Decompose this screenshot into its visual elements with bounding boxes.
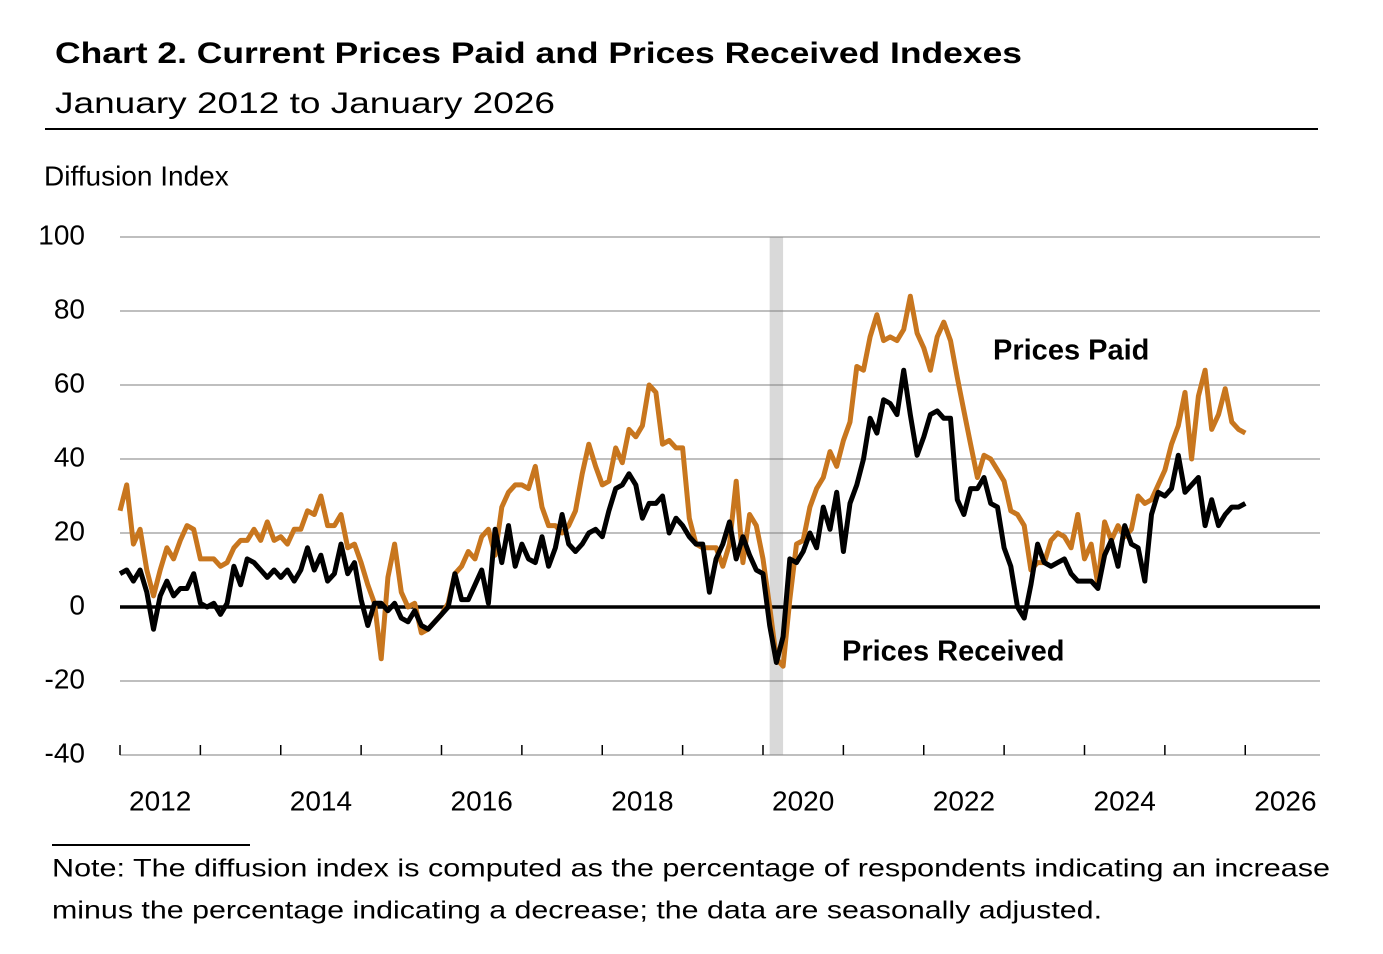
x-tick-label: 2020 xyxy=(772,785,834,816)
chart-title: Chart 2. Current Prices Paid and Prices … xyxy=(55,37,1022,70)
series-line xyxy=(118,367,1247,665)
y-tick-label: 80 xyxy=(54,293,85,324)
y-tick-label: 60 xyxy=(54,367,85,398)
y-axis-label: Diffusion Index xyxy=(44,160,229,191)
chart-subtitle: January 2012 to January 2026 xyxy=(55,87,555,120)
y-tick-label: -40 xyxy=(45,737,85,768)
x-tick-label: 2026 xyxy=(1254,785,1316,816)
series-line xyxy=(117,293,1247,669)
note: Note: The diffusion index is computed as… xyxy=(52,855,1330,883)
y-tick-label: 20 xyxy=(54,515,85,546)
x-tick-label: 2024 xyxy=(1094,785,1156,816)
x-tick-label: 2012 xyxy=(129,785,191,816)
shaded-period xyxy=(769,237,784,755)
note: minus the percentage indicating a decrea… xyxy=(52,897,1102,925)
y-tick-label: 100 xyxy=(38,219,85,250)
x-tick-label: 2016 xyxy=(451,785,513,816)
series-label: Prices Paid xyxy=(993,335,1149,367)
y-tick-label: 40 xyxy=(54,441,85,472)
x-tick-label: 2014 xyxy=(290,785,352,816)
x-tick-label: 2018 xyxy=(611,785,673,816)
y-tick-label: -20 xyxy=(45,663,85,694)
series-label: Prices Received xyxy=(842,636,1064,668)
x-tick-label: 2022 xyxy=(933,785,995,816)
y-tick-label: 0 xyxy=(69,589,85,620)
